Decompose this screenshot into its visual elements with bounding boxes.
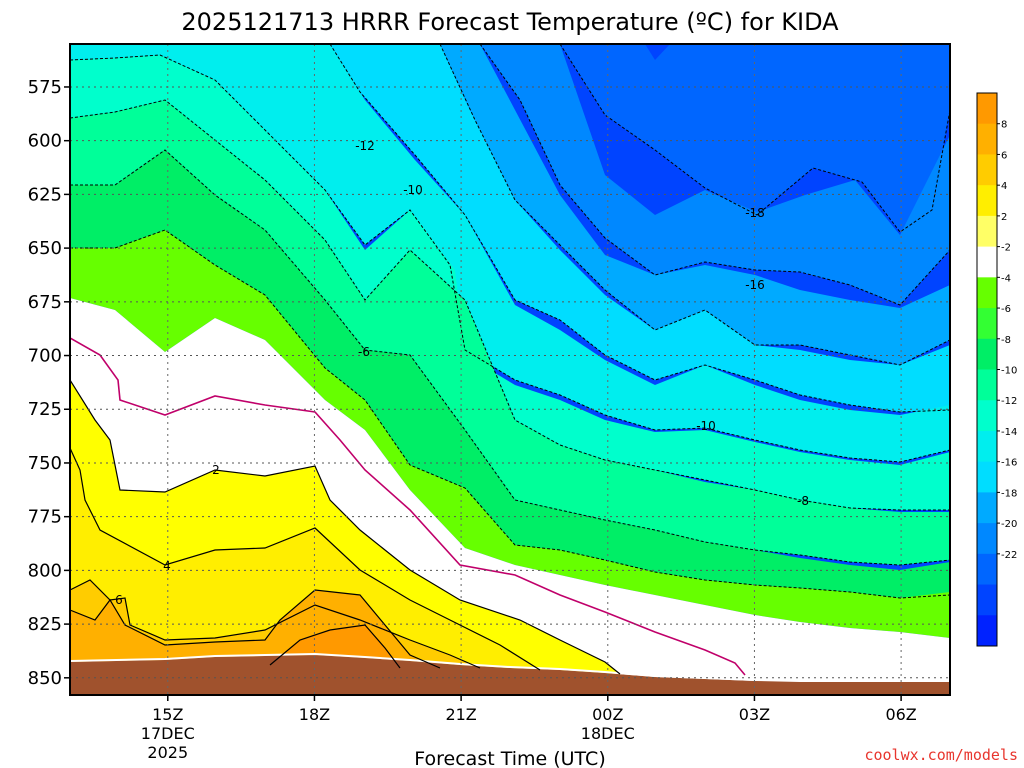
ground (70, 655, 950, 695)
band-minus-12 (70, 44, 950, 412)
contour-label: -18 (745, 206, 765, 220)
colorbar-swatch (977, 338, 997, 370)
contour-label: -12 (355, 139, 375, 153)
x-tick-label: 00Z (592, 705, 623, 724)
colorbar-swatch (977, 215, 997, 248)
freezing-line (70, 337, 746, 676)
solid-contours (70, 379, 621, 675)
colorbar-swatch (977, 185, 997, 217)
ground-edge (70, 652, 756, 681)
colorbar-swatch (977, 123, 997, 155)
x-tick-label: 18Z (299, 705, 330, 724)
y-tick-label: 600 (28, 131, 62, 152)
colorbar-tick-label: -12 (1001, 396, 1017, 407)
plot-frame (69, 43, 951, 696)
contour-field (70, 44, 950, 695)
grid (70, 44, 950, 695)
colorbar-tick-label: -16 (1001, 458, 1017, 469)
y-tick-label: 750 (28, 453, 62, 474)
y-tick-label: 625 (28, 184, 62, 205)
x-tick-label: 03Z (739, 705, 770, 724)
colorbar-swatch (977, 492, 997, 524)
x-tick-label: 17DEC (141, 724, 195, 743)
contour-label: -10 (696, 419, 716, 433)
y-tick-label: 575 (28, 77, 62, 98)
dashed-contours (70, 44, 950, 599)
y-axis: 575 600 625 650 675 700 725 750 775 800 825 850 (28, 77, 70, 689)
colorbar-tick-label: -22 (1001, 550, 1017, 561)
band-minus-14 (70, 44, 950, 365)
colorbar-tick-label: -18 (1001, 488, 1017, 499)
y-tick-label: 675 (28, 292, 62, 313)
credit-text: coolwx.com/models (864, 746, 1018, 764)
x-axis-label: Forecast Time (UTC) (414, 748, 605, 768)
contour-label: 4 (163, 559, 171, 573)
band-minus-4 (70, 150, 950, 598)
y-tick-label: 850 (28, 668, 62, 689)
band-minus-6 (70, 100, 950, 565)
colorbar-tick-label: 4 (1001, 181, 1007, 192)
chart-title: 2025121713 HRRR Forecast Temperature (ºC… (181, 8, 839, 36)
colorbar-swatch (977, 523, 997, 555)
colorbar-swatch (977, 369, 997, 401)
colorbar-tick-label: -10 (1001, 366, 1017, 377)
y-tick-label: 800 (28, 560, 62, 581)
contour-label: -10 (403, 183, 423, 197)
colorbar-swatch (977, 615, 997, 647)
y-tick-label: 700 (28, 346, 62, 367)
colorbar-tick-label: -20 (1001, 519, 1017, 530)
colorbar-swatch (977, 584, 997, 616)
colorbar-swatch (977, 430, 997, 463)
colorbar-swatch (977, 553, 997, 586)
band-minus-16 (70, 44, 950, 305)
colorbar-tick-label: -6 (1001, 304, 1011, 315)
colorbar: 8 6 4 2 -2 -4 -6 -8 -10 -12 -14 -16 -18 -20 -22 (976, 92, 1017, 647)
x-tick-label: 2025 (147, 743, 188, 762)
x-tick-label: 18DEC (581, 724, 635, 743)
x-tick-label: 21Z (445, 705, 476, 724)
colorbar-swatch (977, 461, 997, 493)
colorbar-tick-label: -8 (1001, 335, 1011, 346)
band-minus-8 (70, 55, 950, 510)
colorbar-swatch (977, 400, 997, 432)
colorbar-tick-label: 6 (1001, 150, 1007, 161)
contour-label: -6 (358, 345, 370, 359)
band-minus-10 (70, 44, 950, 462)
colorbar-tick-label: 2 (1001, 212, 1007, 223)
colorbar-tick-label: 8 (1001, 120, 1007, 131)
colorbar-swatch (977, 154, 997, 186)
y-tick-label: 725 (28, 399, 62, 420)
colorbar-tick-label: -4 (1001, 273, 1011, 284)
y-tick-label: 825 (28, 614, 62, 635)
colorbar-swatch (977, 277, 997, 309)
contour-label: -16 (745, 278, 765, 292)
contour-labels: -18 -16 -12 -10 -10 -8 -6 2 4 6 (115, 139, 809, 607)
colorbar-swatch (977, 93, 997, 125)
band-4 (70, 448, 540, 695)
colorbar-swatch (977, 308, 997, 340)
band-minus-18 (70, 44, 950, 232)
x-tick-label: 06Z (885, 705, 916, 724)
y-tick-label: 650 (28, 238, 62, 259)
band-minus-2 (70, 230, 950, 638)
x-tick-label: 15Z (152, 705, 183, 724)
colorbar-tick-label: -14 (1001, 427, 1017, 438)
contour-label: 2 (212, 463, 220, 477)
contour-label: -8 (797, 494, 809, 508)
contour-label: 6 (115, 593, 123, 607)
colorbar-swatch (977, 246, 997, 278)
colorbar-tick-label: -2 (1001, 243, 1011, 254)
y-tick-label: 775 (28, 507, 62, 528)
